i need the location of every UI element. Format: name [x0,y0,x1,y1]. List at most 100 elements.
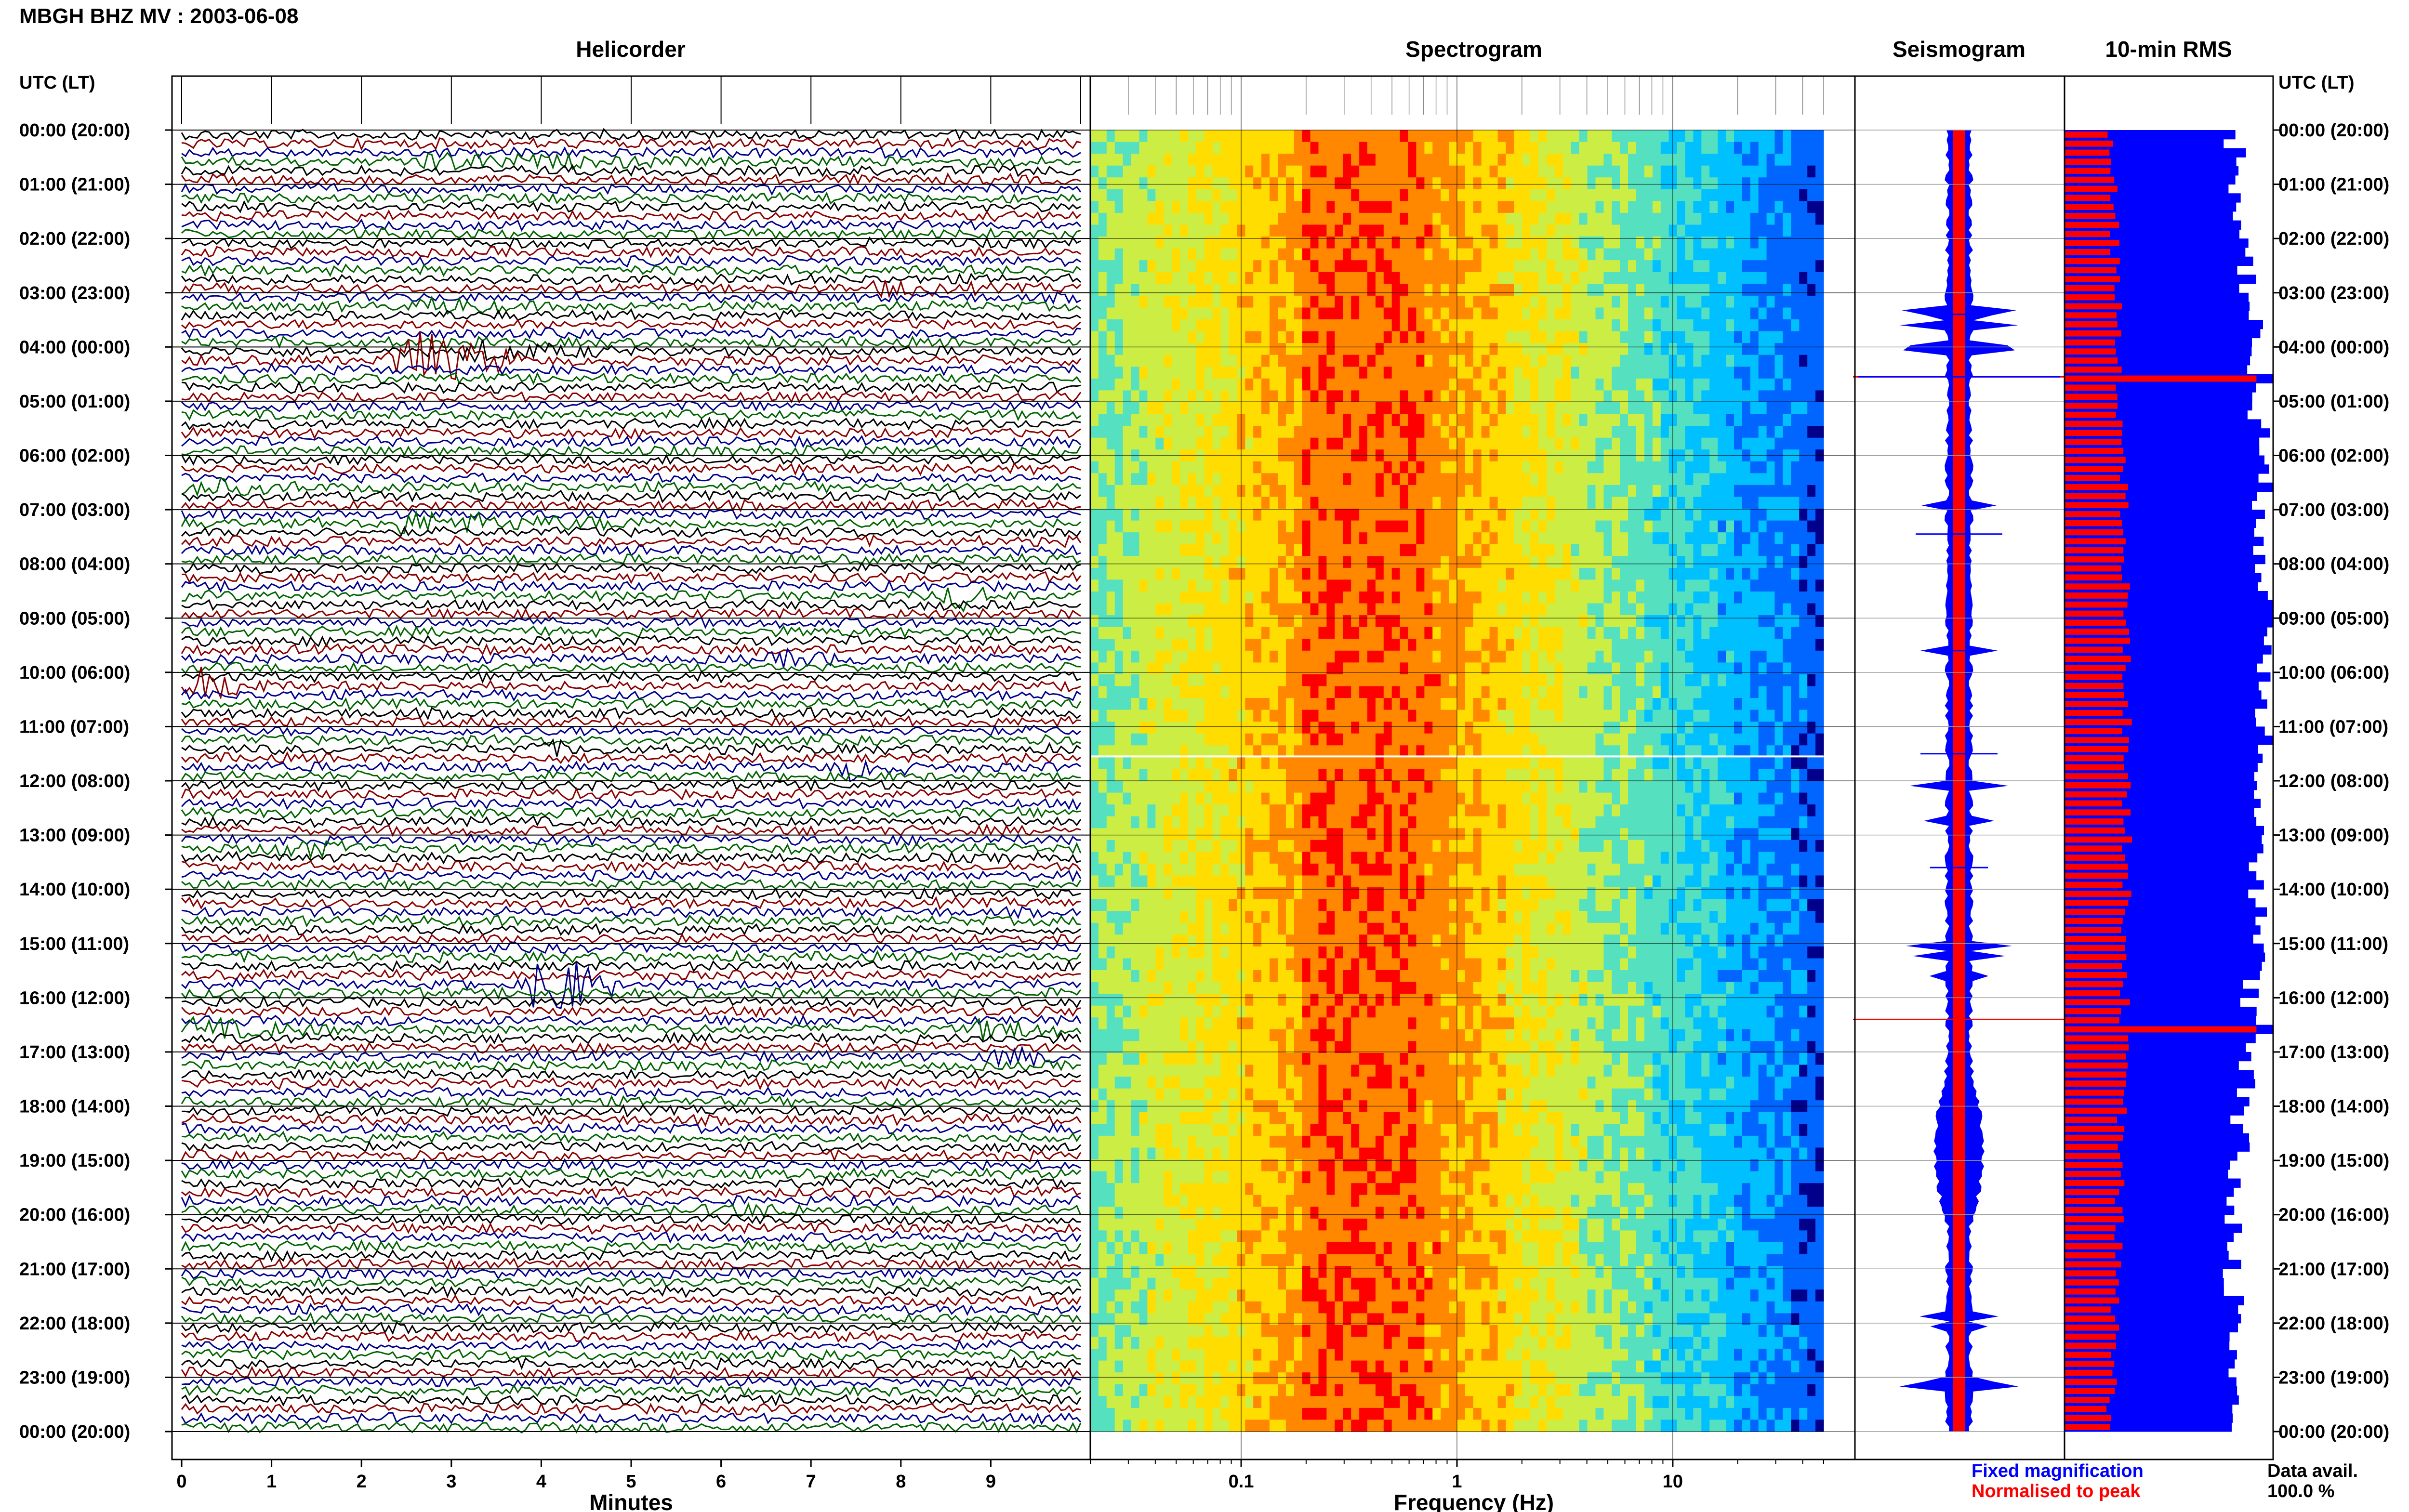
spectrogram-cell [1375,378,1384,391]
spectrogram-cell [1685,485,1694,498]
spectrogram-cell [1644,686,1653,698]
spectrogram-cell [1261,722,1270,734]
spectrogram-cell [1318,615,1327,628]
spectrogram-cell [1457,722,1466,734]
spectrogram-cell [1367,662,1376,675]
spectrogram-cell [1302,355,1311,367]
spectrogram-cell [1530,355,1539,367]
spectrogram-cell [1245,295,1254,308]
spectrogram-cell [1391,745,1401,758]
spectrogram-cell [1677,331,1686,343]
spectrogram-cell [1172,532,1180,545]
spectrogram-cell [1416,722,1425,734]
spectrogram-cell [1285,142,1295,154]
spectrogram-cell [1636,260,1645,273]
spectrogram-cell [1465,710,1474,722]
spectrogram-cell [1685,544,1694,556]
spectrogram-cell [1620,509,1628,521]
spectrogram-cell [1726,260,1734,273]
spectrogram-cell [1571,650,1580,663]
spectrogram-cell [1359,201,1368,213]
spectrogram-cell [1701,367,1710,379]
spectrogram-cell [1432,686,1441,698]
spectrogram-cell [1538,189,1547,201]
spectrogram-cell [1562,201,1572,213]
spectrogram-cell [1351,414,1360,426]
spectrogram-cell [1245,698,1254,710]
spectrogram-cell [1489,473,1498,486]
spectrogram-cell [1465,473,1474,486]
spectrogram-cell [1278,745,1286,758]
spectrogram-cell [1522,177,1531,190]
spectrogram-cell [1139,544,1148,556]
spectrogram-cell [1807,177,1816,190]
spectrogram-cell [1196,212,1205,225]
helicorder-trace [181,787,1081,801]
spectrogram-cell [1335,177,1343,190]
spectrogram-cell [1196,295,1205,308]
spectrogram-cell [1774,189,1783,201]
spectrogram-cell [1473,497,1482,509]
spectrogram-cell [1473,639,1482,651]
spectrogram-cell [1620,414,1628,426]
spectrogram-cell [1530,260,1539,273]
spectrogram-cell [1791,567,1800,580]
spectrogram-cell [1367,154,1376,166]
spectrogram-cell [1652,142,1661,154]
spectrogram-cell [1139,497,1148,509]
spectrogram-cell [1335,319,1343,332]
spectrogram-cell [1139,154,1148,166]
spectrogram-cell [1497,710,1507,722]
spectrogram-cell [1677,402,1686,415]
spectrogram-cell [1473,414,1482,426]
spectrogram-cell [1587,437,1596,450]
spectrogram-cell [1547,485,1555,498]
spectrogram-cell [1571,272,1580,284]
spectrogram-cell [1587,745,1596,758]
spectrogram-cell [1497,201,1507,213]
spectrogram-cell [1791,603,1800,616]
spectrogram-cell [1123,189,1132,201]
spectrogram-cell [1718,165,1726,178]
spectrogram-cell [1497,686,1507,698]
spectrogram-cell [1497,319,1507,332]
spectrogram-cell [1098,331,1107,343]
spectrogram-cell [1270,272,1278,284]
spectrogram-cell [1774,272,1783,284]
spectrogram-cell [1424,603,1433,616]
spectrogram-cell [1587,343,1596,355]
spectrogram-cell [1538,272,1547,284]
spectrogram-cell [1155,757,1164,770]
spectrogram-cell [1579,532,1588,545]
spectrogram-cell [1416,142,1425,154]
spectrogram-cell [1481,307,1490,320]
spectrogram-cell [1245,674,1254,687]
spectrogram-cell [1196,343,1205,355]
spectrogram-cell [1212,698,1221,710]
spectrogram-cell [1497,295,1507,308]
spectrogram-cell [1677,437,1686,450]
spectrogram-cell [1432,248,1441,261]
spectrogram-cell [1400,650,1409,663]
spectrogram-cell [1489,745,1498,758]
spectrogram-cell [1514,722,1522,734]
spectrogram-cell [1278,437,1286,450]
spectrogram-cell [1367,461,1376,473]
spectrogram-cell [1750,260,1759,273]
spectrogram-cell [1164,212,1172,225]
spectrogram-cell [1726,402,1734,415]
spectrogram-cell [1554,544,1563,556]
spectrogram-cell [1383,745,1392,758]
spectrogram-cell [1204,567,1213,580]
spectrogram-cell [1098,402,1107,415]
spectrogram-cell [1603,343,1612,355]
spectrogram-cell [1449,378,1457,391]
spectrogram-cell [1261,390,1270,403]
spectrogram-cell [1212,674,1221,687]
spectrogram-cell [1343,378,1351,391]
spectrogram-cell [1750,165,1759,178]
spectrogram-cell [1562,331,1572,343]
spectrogram-cell [1391,615,1401,628]
spectrogram-cell [1147,378,1156,391]
spectrogram-cell [1497,367,1507,379]
